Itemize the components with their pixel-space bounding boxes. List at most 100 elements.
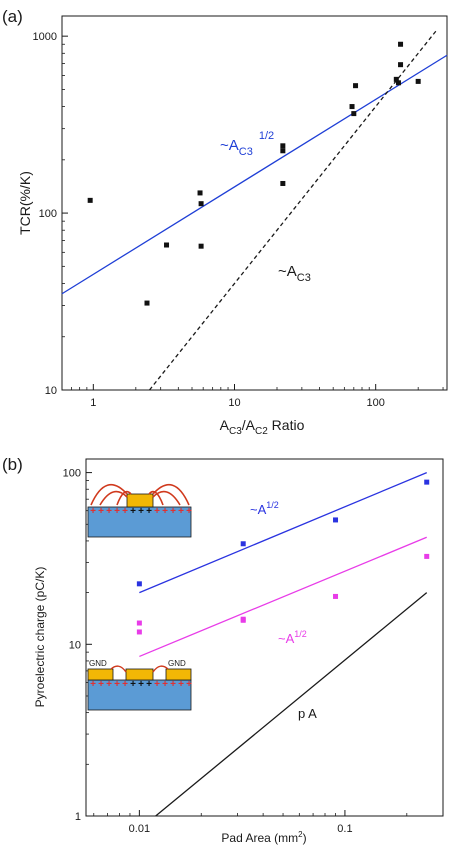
charge-symbol: +: [138, 506, 144, 517]
data-point: [398, 62, 404, 68]
x-axis-label-a: AC3/AC2 Ratio: [220, 417, 305, 437]
data-point: [349, 104, 355, 110]
x-tick-label: 1: [90, 397, 96, 409]
fit-line: [155, 592, 428, 817]
data-point: [424, 479, 430, 485]
y-tick-label: 10: [45, 385, 57, 397]
data-point: [280, 143, 286, 149]
charge-symbol: +: [178, 679, 184, 690]
inset-device-gnd: GND GND + + + + + + + + + + + + +: [87, 659, 192, 711]
charge-symbol: +: [162, 679, 168, 690]
data-point: [198, 201, 204, 207]
charge-symbol: +: [178, 506, 184, 517]
charge-row: + + + + + + + + + + + + +: [90, 679, 192, 690]
charge-symbol: +: [162, 506, 168, 517]
charge-symbol: +: [98, 506, 104, 517]
data-point: [136, 581, 142, 587]
fit-line: [139, 536, 427, 658]
fit-label-black-b: p A: [298, 706, 317, 721]
fit-line: [61, 54, 448, 295]
x-axis-label-b: Pad Area (mm2): [221, 830, 306, 845]
charge-symbol: +: [98, 679, 104, 690]
x-tick-label: 0.1: [337, 823, 352, 835]
fit-label-sqrt-a: ~AC31/2: [220, 130, 274, 158]
gnd-label-left: GND: [89, 659, 107, 668]
charge-symbol: +: [170, 679, 176, 690]
fit-lines-b: [139, 471, 428, 817]
x-tick-label: 0.01: [129, 823, 150, 835]
charge-symbol: +: [90, 679, 96, 690]
data-point: [333, 593, 339, 599]
charge-symbol: +: [130, 679, 136, 690]
gnd-electrode-left: [87, 668, 114, 681]
charge-symbol: +: [106, 679, 112, 690]
y-tick-label: 10: [69, 639, 81, 651]
charge-symbol: +: [90, 506, 96, 517]
data-point: [240, 617, 246, 623]
charge-symbol: +: [154, 679, 160, 690]
charge-row: + + + + + + + + + + + + +: [90, 506, 192, 517]
data-point: [424, 553, 430, 559]
y-tick-label: 1000: [33, 31, 57, 43]
fit-label-magenta-b: ~A1/2: [278, 629, 307, 646]
electrode-pad: [125, 668, 154, 681]
inset-device-field: + + + + + + + + + + + + +: [87, 483, 192, 538]
charge-symbol: +: [186, 679, 192, 690]
data-point: [398, 41, 404, 47]
y-tick-label: 100: [39, 208, 57, 220]
data-point: [351, 111, 357, 117]
data-point: [240, 541, 246, 547]
plot-frame-a: [61, 15, 448, 391]
fit-lines-a: [61, 29, 448, 391]
charge-symbol: +: [114, 506, 120, 517]
y-axis-label-a: TCR(%/K): [17, 171, 33, 235]
panel-b: (b) 0.01 0.1 1 10 100 Pyroelectric charge (p…: [2, 455, 444, 845]
fit-line: [148, 29, 438, 391]
fit-label-blue-b: ~A1/2: [250, 500, 279, 517]
x-tick-label: 10: [228, 397, 240, 409]
data-point: [87, 197, 93, 203]
panel-label-b: (b): [2, 455, 23, 474]
charge-symbol: +: [186, 506, 192, 517]
data-point: [144, 300, 150, 306]
gnd-label-right: GND: [168, 659, 186, 668]
charge-symbol: +: [106, 506, 112, 517]
data-point: [415, 78, 421, 84]
y-axis-label-b: Pyroelectric charge (pC/K): [33, 567, 47, 708]
gnd-electrode-right: [165, 668, 192, 681]
x-tick-label: 100: [367, 397, 385, 409]
charge-symbol: +: [114, 679, 120, 690]
charge-symbol: +: [146, 679, 152, 690]
axis-ticks-b: 0.01 0.1 1 10 100: [63, 468, 408, 835]
charge-symbol: +: [154, 506, 160, 517]
field-lines: [110, 665, 169, 673]
fit-line: [139, 471, 427, 594]
field-lines: [90, 483, 190, 506]
charge-symbol: +: [130, 506, 136, 517]
data-point: [395, 80, 401, 86]
data-point: [353, 83, 359, 89]
y-tick-label: 100: [63, 468, 81, 480]
data-point: [280, 148, 286, 154]
data-point: [280, 180, 286, 186]
data-point: [136, 629, 142, 635]
charge-symbol: +: [122, 506, 128, 517]
axis-ticks-a: 1 10 100 10 100 1000: [33, 31, 444, 409]
substrate-block: [87, 679, 192, 711]
charge-symbol: +: [138, 679, 144, 690]
data-point: [197, 190, 203, 196]
data-points-b: [136, 479, 430, 635]
plot-frame-b: [85, 458, 444, 817]
charge-symbol: +: [170, 506, 176, 517]
fit-label-linear-a: ~AC3: [278, 263, 311, 284]
panel-a: (a) 1 10 100 10 100 1000 TCR(%/K) AC3/AC2 Rat…: [2, 7, 448, 437]
data-point: [393, 76, 399, 82]
data-point: [136, 620, 142, 626]
electrode-pad: [126, 493, 154, 508]
charge-symbol: +: [146, 506, 152, 517]
panel-label-a: (a): [2, 7, 23, 26]
y-tick-label: 1: [75, 811, 81, 823]
charge-symbol: +: [122, 679, 128, 690]
data-point: [333, 517, 339, 523]
